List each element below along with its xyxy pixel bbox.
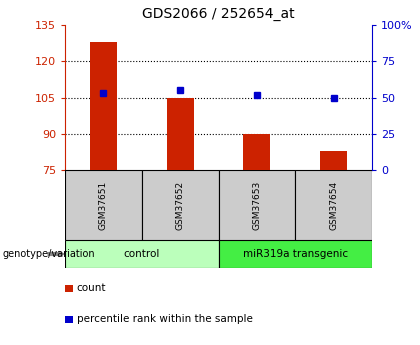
Text: percentile rank within the sample: percentile rank within the sample [77, 314, 253, 324]
Bar [142, 170, 218, 240]
Text: control: control [123, 249, 160, 259]
Text: count: count [77, 283, 106, 293]
Bar [295, 170, 372, 240]
Bar [244, 134, 270, 170]
Text: miR319a transgenic: miR319a transgenic [243, 249, 348, 259]
Bar [65, 170, 142, 240]
Bar [218, 240, 372, 268]
Text: genotype/variation: genotype/variation [2, 249, 95, 259]
Text: GSM37652: GSM37652 [176, 180, 185, 229]
Text: GSM37654: GSM37654 [329, 180, 338, 229]
Bar [167, 98, 194, 170]
Bar [90, 42, 117, 170]
Title: GDS2066 / 252654_at: GDS2066 / 252654_at [142, 7, 295, 21]
Bar [218, 170, 295, 240]
Text: GSM37651: GSM37651 [99, 180, 108, 230]
Bar [65, 240, 218, 268]
Bar [320, 151, 347, 170]
Text: GSM37653: GSM37653 [252, 180, 261, 230]
